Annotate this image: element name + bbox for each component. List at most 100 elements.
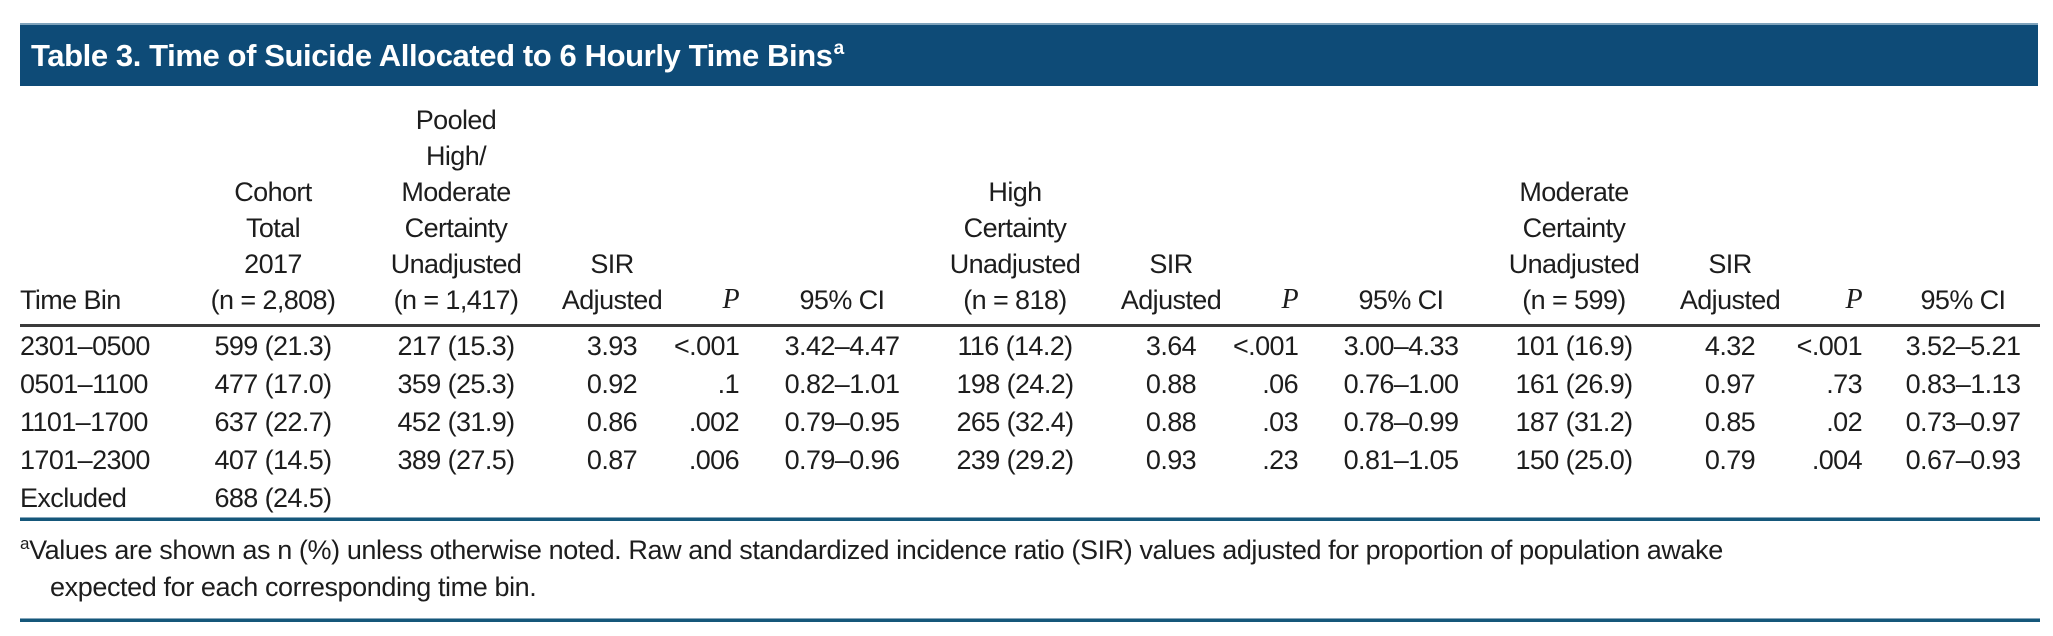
footnote-line-1: Values are shown as n (%) unless otherwi…: [29, 535, 1723, 565]
table-cell-pooled-p: .002: [688, 407, 740, 437]
table-cell-pooled-ci: 3.42–4.47: [784, 331, 900, 361]
table-cell-high-unadjusted: 116 (14.2): [957, 331, 1073, 361]
table-title: Table 3. Time of Suicide Allocated to 6 …: [31, 37, 845, 73]
table-cell-pooled-ci: 0.79–0.96: [784, 445, 900, 475]
table-cell-high-unadjusted: 198 (24.2): [956, 369, 1074, 399]
table-cell-high-sir-adjusted: 0.88: [1145, 407, 1197, 437]
table-cell-pooled-sir-adjusted: 0.86: [586, 407, 638, 437]
table-cell-high-unadjusted: 265 (32.4): [956, 407, 1074, 437]
table-cell-high-sir-adjusted: [1109, 479, 1233, 517]
table-cell-time-bin: 2301–0500: [20, 331, 150, 361]
table-cell-pooled-p: .006: [688, 445, 740, 475]
column-header-moderate-sir-adjusted: SIR Adjusted: [1668, 88, 1792, 327]
column-header-moderate-ci: 95% CI: [1886, 88, 2040, 327]
column-header-time-bin: Time Bin: [20, 88, 184, 327]
table-cell-moderate-sir-adjusted: 0.97: [1704, 369, 1756, 399]
table-cell-time-bin: 1101–1700: [20, 407, 148, 437]
table-cell-high-p: .03: [1262, 407, 1298, 437]
footnote-line-2: expected for each corresponding time bin…: [50, 572, 537, 602]
table-cell-pooled-p: [674, 479, 763, 517]
table-cell-high-p: .23: [1262, 445, 1298, 475]
divider-bottom: [20, 618, 2040, 622]
table-row: Excluded 688 (24.5): [20, 479, 2040, 517]
table-header: Time Bin Cohort Total 2017 (n = 2,808) Poo…: [20, 88, 2040, 327]
table-cell-moderate-unadjusted: [1480, 479, 1668, 517]
table-cell-pooled-ci: 0.79–0.95: [784, 407, 900, 437]
table-cell-moderate-ci: 0.67–0.93: [1905, 445, 2021, 475]
column-header-pooled-sir-adjusted: SIR Adjusted: [550, 88, 674, 327]
column-header-moderate-unadjusted: Moderate Certainty Unadjusted (n = 599): [1480, 88, 1668, 327]
table-cell-cohort-total: 688 (24.5): [214, 483, 332, 513]
column-header-pooled-ci: 95% CI: [763, 88, 921, 327]
table-cell-high-p: <.001: [1233, 331, 1299, 361]
table-cell-time-bin: 0501–1100: [20, 369, 148, 399]
table-cell-high-ci: 0.76–1.00: [1343, 369, 1459, 399]
table-cell-moderate-p: [1792, 479, 1886, 517]
column-header-high-p: P: [1233, 88, 1322, 327]
table-cell-moderate-unadjusted: 101 (16.9): [1515, 331, 1633, 361]
table-cell-pooled-ci: 0.82–1.01: [784, 369, 900, 399]
table-cell-pooled-sir-adjusted: 0.87: [586, 445, 638, 475]
table-cell-pooled-p: .1: [717, 369, 740, 399]
table-cell-pooled-unadjusted: 217 (15.3): [397, 331, 515, 361]
table-cell-moderate-sir-adjusted: [1668, 479, 1792, 517]
table-cell-high-ci: 0.81–1.05: [1343, 445, 1459, 475]
table-cell-moderate-p: .004: [1811, 445, 1863, 475]
table-row: 0501–1100 477 (17.0) 359 (25.3) 0.92 .1 0.82–…: [20, 365, 2040, 403]
column-header-high-ci: 95% CI: [1322, 88, 1480, 327]
column-header-high-unadjusted: High Certainty Unadjusted (n = 818): [921, 88, 1109, 327]
table-cell-moderate-ci: 0.83–1.13: [1905, 369, 2021, 399]
table-row: 1701–2300 407 (14.5) 389 (27.5) 0.87 .006 0.7…: [20, 441, 2040, 479]
table-row: 1101–1700 637 (22.7) 452 (31.9) 0.86 .002 0.7…: [20, 403, 2040, 441]
table-cell-high-sir-adjusted: 0.88: [1145, 369, 1197, 399]
table-cell-pooled-unadjusted: 359 (25.3): [397, 369, 515, 399]
table-cell-pooled-ci: [763, 479, 921, 517]
table-cell-moderate-ci: 3.52–5.21: [1905, 331, 2021, 361]
table-area: Time Bin Cohort Total 2017 (n = 2,808) Poo…: [20, 88, 2040, 622]
table-body: 2301–0500 599 (21.3) 217 (15.3) 3.93 <.001 3.…: [20, 326, 2040, 518]
column-header-moderate-p: P: [1792, 88, 1886, 327]
table-cell-moderate-p: .73: [1826, 369, 1862, 399]
column-header-pooled-p: P: [674, 88, 763, 327]
table-footnote: aValues are shown as n (%) unless otherw…: [20, 521, 2040, 618]
table-cell-high-sir-adjusted: 3.64: [1145, 331, 1197, 361]
table-cell-high-ci: 3.00–4.33: [1343, 331, 1459, 361]
table-title-bar: Table 3. Time of Suicide Allocated to 6 …: [20, 23, 2038, 86]
table-cell-high-unadjusted: [921, 479, 1109, 517]
title-footnote-marker: a: [833, 38, 845, 60]
table-cell-pooled-sir-adjusted: [550, 479, 674, 517]
table-cell-high-ci: [1322, 479, 1480, 517]
divider-after-body: [20, 517, 2040, 521]
table-cell-time-bin: Excluded: [20, 483, 127, 513]
table-cell-high-ci: 0.78–0.99: [1343, 407, 1459, 437]
table-cell-moderate-sir-adjusted: 4.32: [1704, 331, 1756, 361]
table-cell-moderate-unadjusted: 187 (31.2): [1515, 407, 1633, 437]
table-cell-cohort-total: 477 (17.0): [214, 369, 332, 399]
table-cell-high-p: .06: [1262, 369, 1298, 399]
table-cell-moderate-p: .02: [1826, 407, 1862, 437]
table-row: 2301–0500 599 (21.3) 217 (15.3) 3.93 <.001 3.…: [20, 326, 2040, 366]
table-cell-pooled-p: <.001: [674, 331, 740, 361]
table-cell-cohort-total: 637 (22.7): [214, 407, 332, 437]
column-header-cohort-total: Cohort Total 2017 (n = 2,808): [184, 88, 362, 327]
table-cell-moderate-unadjusted: 150 (25.0): [1515, 445, 1633, 475]
header-row: Time Bin Cohort Total 2017 (n = 2,808) Poo…: [20, 88, 2040, 327]
table-cell-moderate-sir-adjusted: 0.85: [1704, 407, 1756, 437]
table-cell-moderate-ci: [1886, 479, 2040, 517]
data-table: Time Bin Cohort Total 2017 (n = 2,808) Poo…: [20, 88, 2040, 517]
table-cell-time-bin: 1701–2300: [20, 445, 150, 475]
table-cell-high-sir-adjusted: 0.93: [1145, 445, 1197, 475]
table-cell-pooled-unadjusted: 452 (31.9): [397, 407, 515, 437]
table-cell-pooled-sir-adjusted: 0.92: [586, 369, 638, 399]
table-cell-high-unadjusted: 239 (29.2): [956, 445, 1074, 475]
footnote-marker: a: [20, 534, 30, 553]
table-cell-moderate-ci: 0.73–0.97: [1905, 407, 2021, 437]
table-cell-moderate-p: <.001: [1796, 331, 1863, 361]
table-cell-cohort-total: 599 (21.3): [214, 331, 332, 361]
table-cell-pooled-unadjusted: [362, 479, 550, 517]
table-cell-moderate-sir-adjusted: 0.79: [1704, 445, 1756, 475]
table-cell-pooled-sir-adjusted: 3.93: [586, 331, 638, 361]
column-header-high-sir-adjusted: SIR Adjusted: [1109, 88, 1233, 327]
table-cell-moderate-unadjusted: 161 (26.9): [1515, 369, 1633, 399]
